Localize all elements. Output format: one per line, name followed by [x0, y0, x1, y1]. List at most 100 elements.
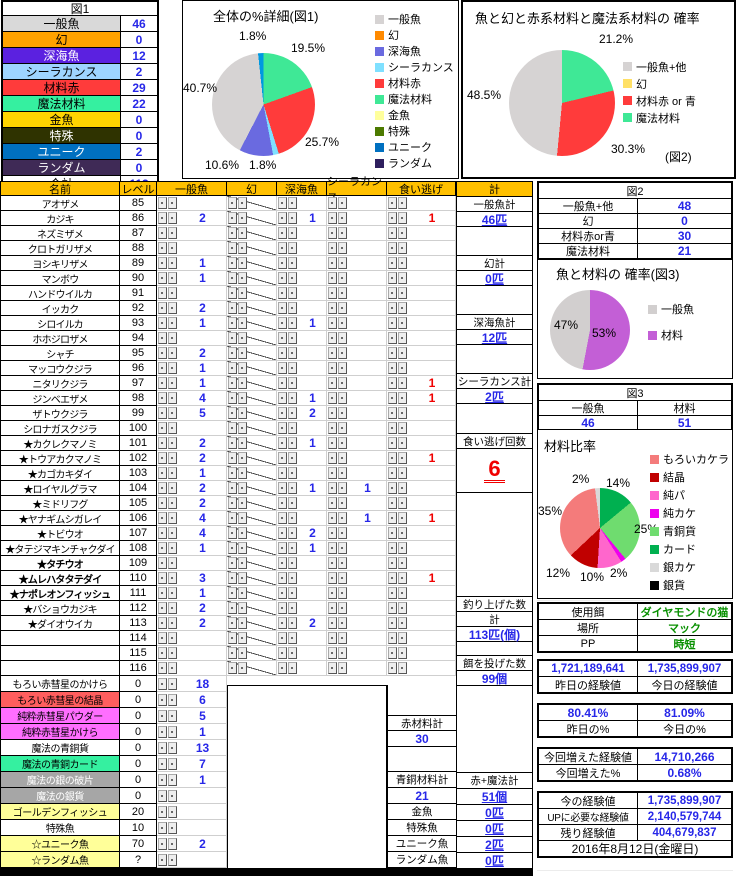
spinner-control[interactable]	[158, 741, 177, 754]
spinner-control[interactable]	[328, 362, 347, 374]
spinner-control[interactable]	[278, 452, 297, 464]
spinner-control[interactable]	[328, 272, 347, 284]
spinner-control[interactable]	[278, 482, 297, 494]
spinner-control[interactable]	[158, 422, 177, 434]
spinner-control[interactable]	[158, 805, 177, 818]
spinner-control[interactable]	[278, 227, 297, 239]
phantom-count-cell[interactable]	[227, 256, 277, 271]
escape-count-cell[interactable]	[387, 436, 456, 451]
normal-count-cell[interactable]	[157, 196, 227, 211]
phantom-count-cell[interactable]	[227, 406, 277, 421]
spinner-control[interactable]	[278, 302, 297, 314]
spinner-control[interactable]	[228, 482, 247, 494]
normal-count-cell[interactable]	[157, 631, 227, 646]
escape-count-cell[interactable]	[387, 526, 456, 541]
material-count-cell[interactable]: 6	[157, 692, 227, 708]
spinner-control[interactable]	[228, 572, 247, 584]
spinner-control[interactable]	[278, 647, 297, 659]
spinner-control[interactable]	[228, 452, 247, 464]
deepsea-count-cell[interactable]	[277, 301, 327, 316]
spinner-control[interactable]	[278, 587, 297, 599]
spinner-control[interactable]	[158, 347, 177, 359]
spinner-control[interactable]	[278, 332, 297, 344]
normal-count-cell[interactable]: 1	[157, 256, 227, 271]
normal-count-cell[interactable]: 4	[157, 391, 227, 406]
spinner-control[interactable]	[278, 257, 297, 269]
phantom-count-cell[interactable]	[227, 466, 277, 481]
phantom-count-cell[interactable]	[227, 631, 277, 646]
spinner-control[interactable]	[328, 467, 347, 479]
coelacanth-count-cell[interactable]	[327, 616, 387, 631]
spinner-control[interactable]	[228, 287, 247, 299]
deepsea-count-cell[interactable]	[277, 631, 327, 646]
escape-count-cell[interactable]	[387, 226, 456, 241]
spinner-control[interactable]	[158, 821, 177, 834]
spinner-control[interactable]	[158, 407, 177, 419]
spinner-control[interactable]	[388, 632, 407, 644]
spinner-control[interactable]	[158, 467, 177, 479]
coelacanth-count-cell[interactable]	[327, 241, 387, 256]
spinner-control[interactable]	[328, 542, 347, 554]
spinner-control[interactable]	[328, 557, 347, 569]
normal-count-cell[interactable]	[157, 331, 227, 346]
spinner-control[interactable]	[158, 542, 177, 554]
spinner-control[interactable]	[228, 437, 247, 449]
phantom-count-cell[interactable]	[227, 616, 277, 631]
phantom-count-cell[interactable]	[227, 301, 277, 316]
spinner-control[interactable]	[278, 572, 297, 584]
escape-count-cell[interactable]	[387, 346, 456, 361]
coelacanth-count-cell[interactable]	[327, 541, 387, 556]
coelacanth-count-cell[interactable]	[327, 436, 387, 451]
escape-count-cell[interactable]: 1	[387, 391, 456, 406]
escape-count-cell[interactable]	[387, 316, 456, 331]
spinner-control[interactable]	[328, 392, 347, 404]
deepsea-count-cell[interactable]	[277, 421, 327, 436]
deepsea-count-cell[interactable]	[277, 646, 327, 661]
material-count-cell[interactable]	[157, 804, 227, 820]
spinner-control[interactable]	[158, 497, 177, 509]
spinner-control[interactable]	[228, 647, 247, 659]
spinner-control[interactable]	[328, 212, 347, 224]
coelacanth-count-cell[interactable]	[327, 196, 387, 211]
spinner-control[interactable]	[278, 497, 297, 509]
normal-count-cell[interactable]	[157, 241, 227, 256]
phantom-count-cell[interactable]	[227, 331, 277, 346]
coelacanth-count-cell[interactable]	[327, 646, 387, 661]
spinner-control[interactable]	[158, 757, 177, 770]
coelacanth-count-cell[interactable]	[327, 571, 387, 586]
deepsea-count-cell[interactable]: 2	[277, 616, 327, 631]
spinner-control[interactable]	[388, 227, 407, 239]
spinner-control[interactable]	[158, 287, 177, 299]
spinner-control[interactable]	[388, 422, 407, 434]
deepsea-count-cell[interactable]	[277, 361, 327, 376]
phantom-count-cell[interactable]	[227, 361, 277, 376]
spinner-control[interactable]	[228, 542, 247, 554]
coelacanth-count-cell[interactable]	[327, 661, 387, 676]
spinner-control[interactable]	[278, 602, 297, 614]
spinner-control[interactable]	[228, 317, 247, 329]
escape-count-cell[interactable]	[387, 301, 456, 316]
normal-count-cell[interactable]: 2	[157, 496, 227, 511]
spinner-control[interactable]	[388, 452, 407, 464]
spinner-control[interactable]	[158, 332, 177, 344]
spinner-control[interactable]	[328, 602, 347, 614]
deepsea-count-cell[interactable]	[277, 451, 327, 466]
deepsea-count-cell[interactable]	[277, 346, 327, 361]
escape-count-cell[interactable]	[387, 556, 456, 571]
spinner-control[interactable]	[158, 602, 177, 614]
escape-count-cell[interactable]	[387, 601, 456, 616]
normal-count-cell[interactable]	[157, 286, 227, 301]
spinner-control[interactable]	[228, 302, 247, 314]
material-count-cell[interactable]	[157, 820, 227, 836]
spinner-control[interactable]	[328, 302, 347, 314]
spinner-control[interactable]	[158, 632, 177, 644]
spinner-control[interactable]	[158, 725, 177, 738]
material-count-cell[interactable]: 1	[157, 772, 227, 788]
normal-count-cell[interactable]	[157, 661, 227, 676]
spinner-control[interactable]	[158, 227, 177, 239]
spinner-control[interactable]	[278, 287, 297, 299]
spinner-control[interactable]	[228, 407, 247, 419]
escape-count-cell[interactable]: 1	[387, 376, 456, 391]
coelacanth-count-cell[interactable]: 1	[327, 481, 387, 496]
phantom-count-cell[interactable]	[227, 481, 277, 496]
